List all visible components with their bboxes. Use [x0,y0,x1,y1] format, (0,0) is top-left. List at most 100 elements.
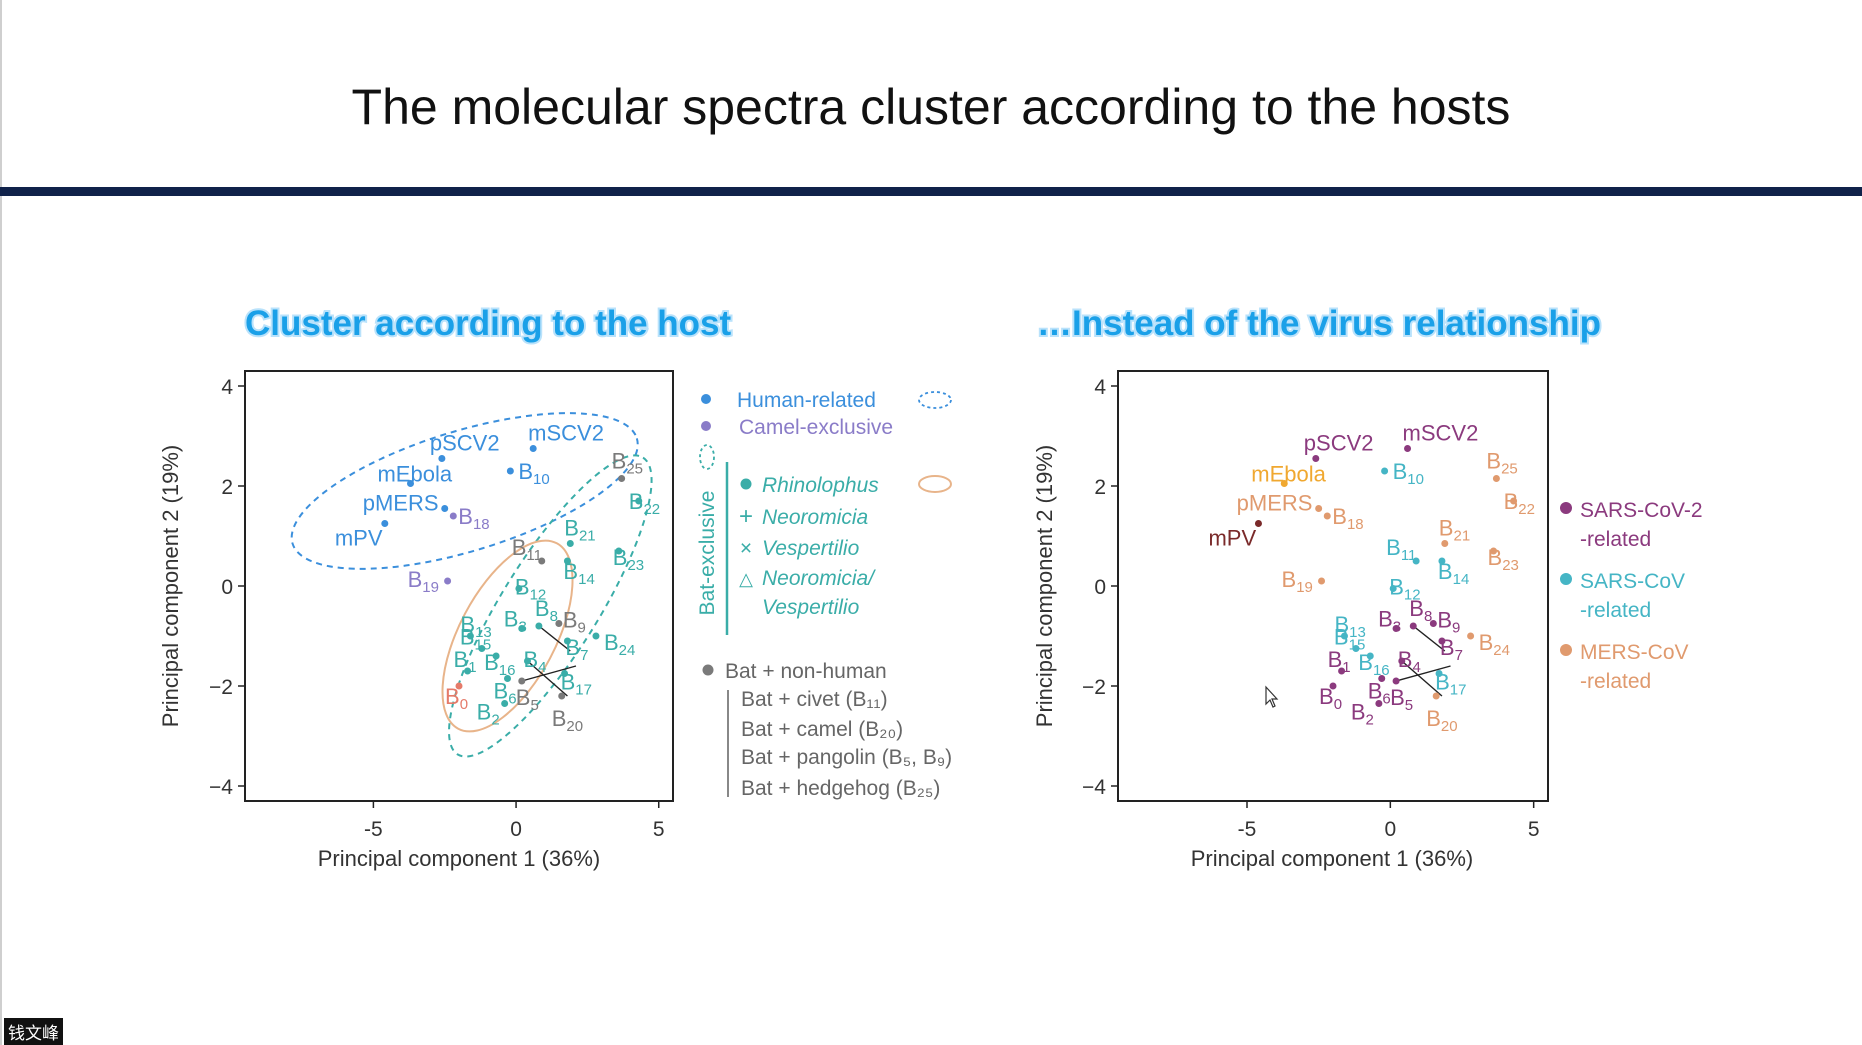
data-point [518,625,526,632]
point-label: B20 [1426,706,1457,735]
point-label: B17 [1435,670,1466,699]
legend-vespertilio-label: Vespertilio [762,537,860,560]
x-tick-label: 0 [1384,818,1396,841]
data-point [1441,540,1449,547]
point-label: B4 [1398,647,1421,676]
leader-line [521,665,577,682]
chart1-ylabel: Principal component 2 (19%) [158,445,183,727]
y-tick-label: 0 [221,576,233,599]
data-point [1392,677,1400,685]
chart1-xlabel: Principal component 1 (36%) [318,846,600,871]
point-label: B18 [1332,504,1363,533]
legend-sarscov-marker [1560,573,1572,585]
point-label: B21 [564,516,595,545]
legend-sars2-label-1: SARS-CoV-2 [1580,499,1703,522]
legend-human-label: Human-related [737,389,876,412]
data-point [406,480,414,487]
point-label: B2 [477,700,500,729]
data-point [381,520,389,527]
point-label: B5 [516,685,539,714]
x-tick-label: 0 [510,818,522,841]
legend-neo-vesp-marker: △ [739,569,753,589]
point-label: B18 [458,504,489,533]
legend-human-ellipse [918,391,952,409]
point-label: B2 [1351,700,1374,729]
data-point [1435,670,1443,677]
data-point [1381,467,1389,475]
data-point [1323,512,1331,520]
point-label: B17 [561,670,592,699]
chart1-title: Cluster according to the host [245,304,731,343]
data-point [538,557,546,565]
data-point [1315,505,1323,512]
point-label: B9 [563,608,586,637]
data-point [563,637,571,645]
point-label: B4 [523,647,546,676]
data-point [1389,585,1397,592]
data-point [1392,625,1400,632]
point-label: B9 [1437,608,1460,637]
point-label: B22 [1504,489,1535,518]
point-label: B16 [1358,650,1389,679]
point-label: B6 [494,679,517,708]
data-point [1338,667,1346,675]
legend-neo-vesp-label-1: Neoromicia/ [762,567,876,590]
data-point [1329,682,1337,690]
point-label: B3 [504,607,527,636]
point-label: B14 [1438,559,1469,588]
point-label: B19 [408,567,439,596]
point-label: mPV [335,526,383,551]
legend-neoromicia-marker: + [739,503,753,530]
point-label: B20 [552,706,583,735]
bat-exclusive-ellipse [448,454,653,758]
legend-nonhuman-label: Bat + non-human [725,660,887,683]
data-point [1438,637,1446,645]
y-tick-label: −2 [1082,676,1106,699]
y-tick-label: −4 [1082,776,1106,799]
chart2-xlabel: Principal component 1 (36%) [1191,846,1473,871]
point-label: B15 [460,625,491,654]
data-point [529,445,537,452]
point-label: B15 [1334,625,1365,654]
rhinolophus-ellipse [441,539,574,733]
point-label: B12 [1389,575,1420,604]
slide-left-edge [0,0,2,1045]
point-label: mPV [1208,526,1256,551]
y-tick-label: 4 [221,376,233,399]
point-label: pSCV2 [430,431,500,456]
point-label: B1 [1328,647,1351,676]
point-label: B24 [1479,630,1510,659]
legend-hedgehog-label: Bat + hedgehog (B₂₅) [741,777,940,800]
chart2-plot: -5 0 5 4 2 0 −2 −4 pSCV2 mSCV2 mEbola B10 pMERS B18 m… [1032,370,1549,871]
y-tick-label: 0 [1094,576,1106,599]
data-point [1375,700,1383,707]
legend-sarscov-label-1: SARS-CoV [1580,570,1685,593]
point-label: B1 [454,647,477,676]
data-point [1510,497,1518,505]
x-tick-label: 5 [653,818,665,841]
point-label: B19 [1282,567,1313,596]
data-point [592,632,600,640]
legend-mers-marker [1560,644,1572,656]
data-point [1492,475,1500,482]
y-tick-label: 4 [1094,376,1106,399]
point-label: B7 [1440,635,1463,664]
data-point [1398,657,1406,665]
legend-rhinolophus-ellipse [918,475,952,493]
data-point [1490,547,1498,555]
point-label: B25 [1486,449,1517,478]
point-label: B10 [1393,459,1424,488]
data-point [1280,480,1288,487]
chart1-legend: Human-related Camel-exclusive Bat-exclus… [696,389,952,800]
point-label: B22 [629,489,660,518]
legend-neoromicia-label: Neoromicia [762,506,868,529]
legend-bat-exclusive-label: Bat-exclusive [696,491,719,616]
point-label: mEbola [377,462,452,487]
point-label: B23 [613,545,644,574]
mouse-cursor-icon [1265,685,1279,708]
point-label: pSCV2 [1304,431,1374,456]
data-point [1318,577,1326,585]
point-label: B24 [604,630,635,659]
point-label: B21 [1439,516,1470,545]
data-point [561,670,569,677]
